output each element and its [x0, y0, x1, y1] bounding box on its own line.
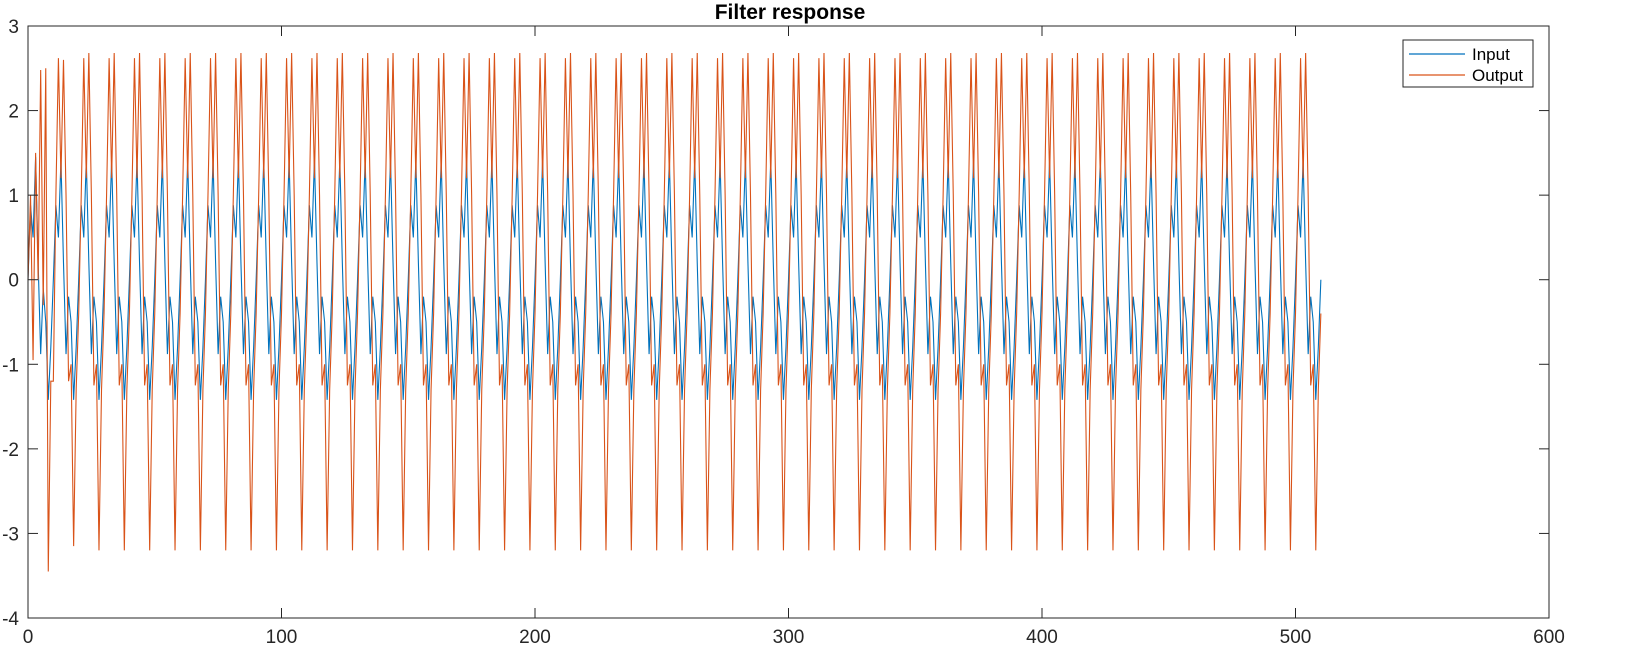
- x-tick-label: 300: [773, 627, 805, 648]
- series-line-output: [27, 53, 1322, 572]
- plot-lines: [27, 53, 1322, 572]
- x-tick-label: 600: [1533, 627, 1565, 648]
- y-tick-label: -2: [2, 440, 19, 461]
- x-tick-label: 0: [23, 627, 34, 648]
- legend-label-output: Output: [1472, 66, 1523, 85]
- y-tick-label: -3: [2, 524, 19, 545]
- x-tick-label: 500: [1280, 627, 1312, 648]
- legend-label-input: Input: [1472, 45, 1510, 64]
- axes: 0 100 200 300 400 500 600 -4 -3 -2 -1 0 1 2 3: [2, 17, 1565, 648]
- legend: Input Output: [1402, 39, 1534, 88]
- legend-box: [1402, 39, 1534, 88]
- x-tick-label: 400: [1026, 627, 1058, 648]
- series-line-input: [27, 157, 1322, 400]
- y-tick-label: -1: [2, 355, 19, 376]
- x-tick-label: 200: [519, 627, 551, 648]
- chart-title: Filter response: [715, 1, 866, 24]
- y-tick-label: 3: [8, 17, 19, 38]
- x-tick-label: 100: [266, 627, 298, 648]
- y-tick-label: -4: [2, 609, 19, 630]
- y-tick-label: 2: [8, 102, 19, 123]
- y-tick-label: 0: [8, 271, 19, 292]
- y-tick-label: 1: [8, 186, 19, 207]
